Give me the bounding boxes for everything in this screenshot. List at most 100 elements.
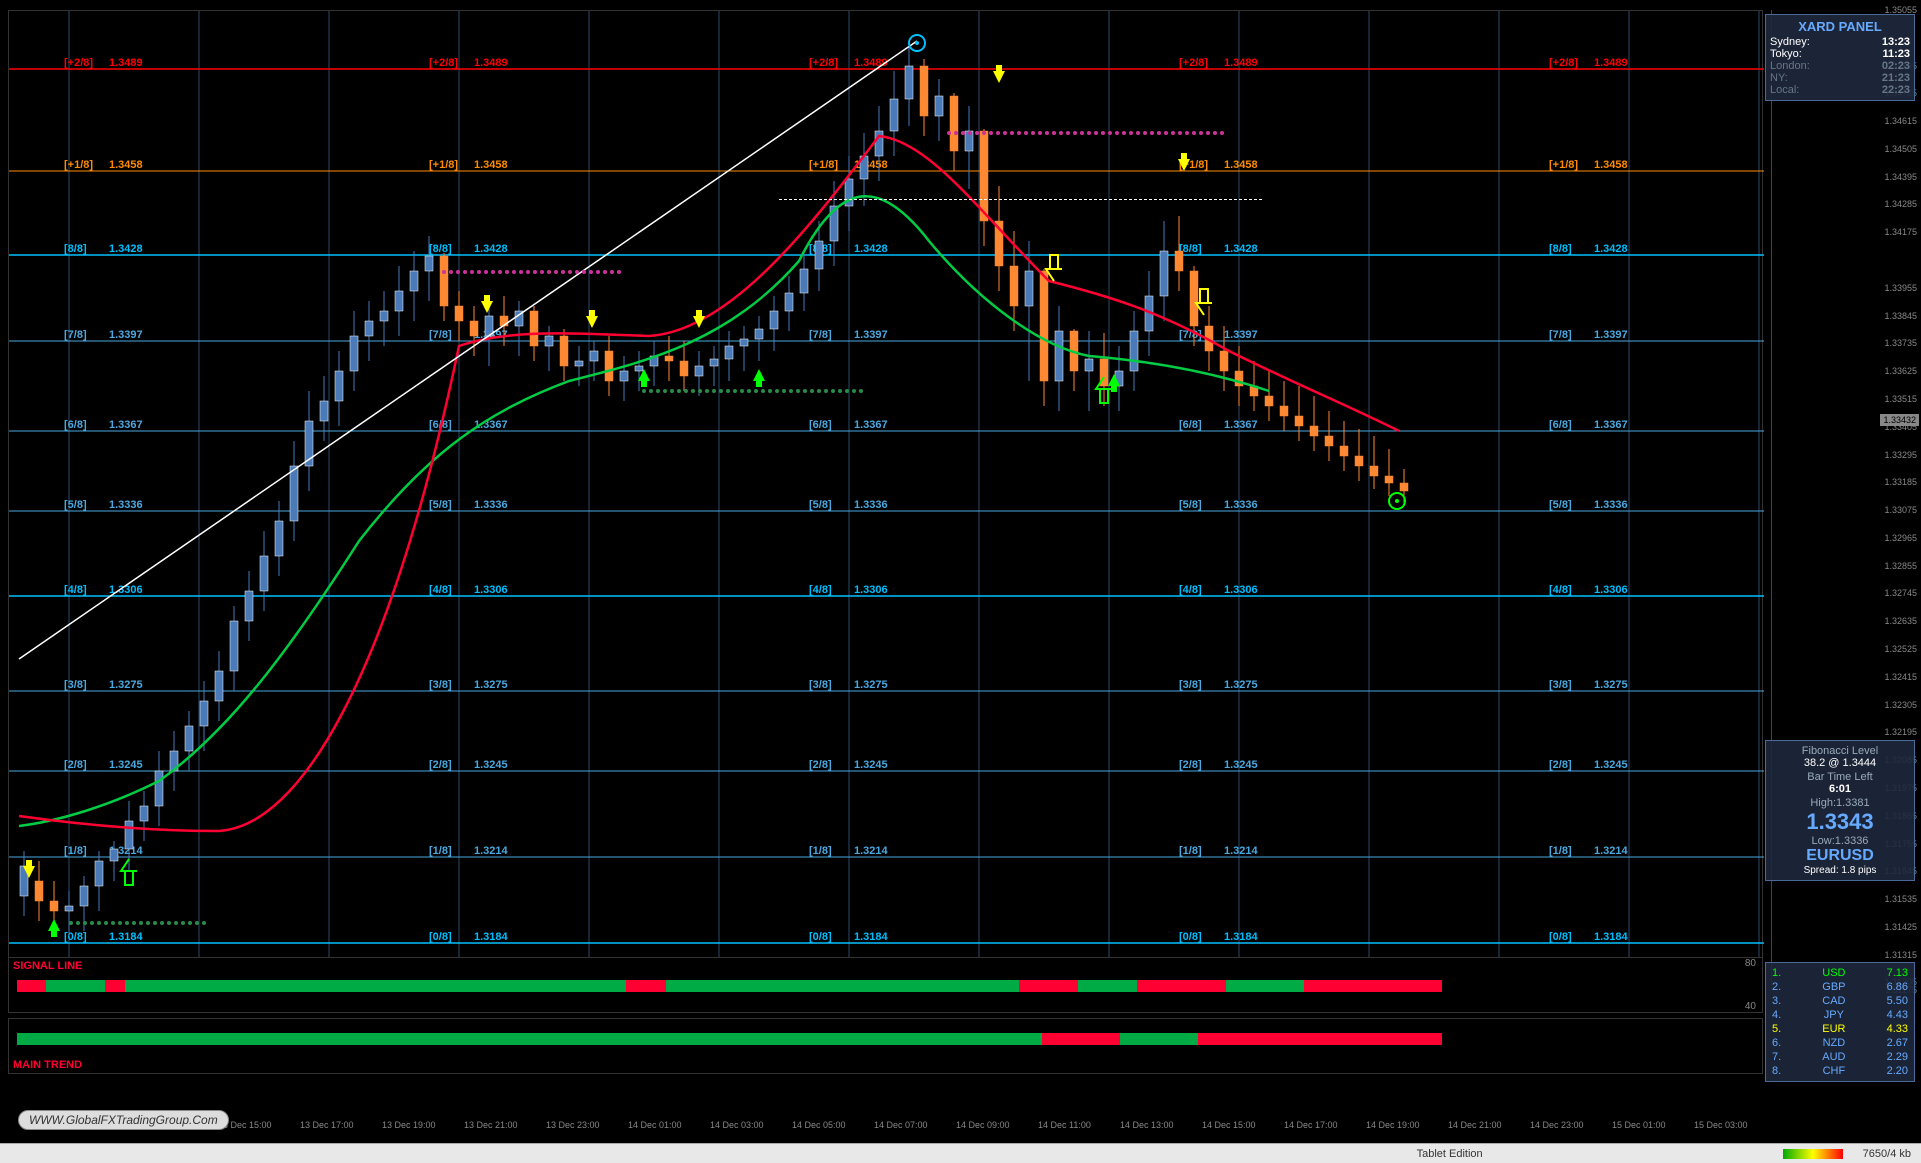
svg-text:[+1/8]: [+1/8] [809,159,838,171]
svg-text:1.3336: 1.3336 [854,499,888,511]
svg-text:[8/8]: [8/8] [64,243,87,255]
svg-text:[+1/8]: [+1/8] [64,159,93,171]
svg-text:1.3397: 1.3397 [1594,329,1628,341]
time-tick: 14 Dec 03:00 [710,1120,764,1130]
svg-text:[5/8]: [5/8] [429,499,452,511]
price-tick: 1.33845 [1884,311,1917,321]
svg-text:[7/8]: [7/8] [64,329,87,341]
price-tick: 1.34175 [1884,227,1917,237]
svg-text:[3/8]: [3/8] [429,679,452,691]
svg-text:1.3275: 1.3275 [1224,679,1258,691]
svg-text:1.3275: 1.3275 [1594,679,1628,691]
svg-text:[7/8]: [7/8] [429,329,452,341]
svg-text:1.3428: 1.3428 [854,243,888,255]
high-label: High:1.3381 [1770,797,1910,809]
svg-text:1.3275: 1.3275 [854,679,888,691]
time-tick: 15 Dec 03:00 [1694,1120,1748,1130]
price-tick: 1.32635 [1884,616,1917,626]
strength-panel: 1.USD7.132.GBP6.863.CAD5.504.JPY4.435.EU… [1765,962,1915,1082]
bar-segment [105,980,125,992]
time-tick: 13 Dec 19:00 [382,1120,436,1130]
svg-text:1.3458: 1.3458 [1224,159,1258,171]
bar-segment [1120,1033,1198,1045]
svg-text:1.3336: 1.3336 [109,499,143,511]
svg-text:1.3397: 1.3397 [109,329,143,341]
svg-text:[3/8]: [3/8] [64,679,87,691]
svg-text:1.3306: 1.3306 [474,584,508,596]
svg-text:[8/8]: [8/8] [429,243,452,255]
svg-text:1.3184: 1.3184 [1594,931,1629,943]
svg-text:1.3489: 1.3489 [474,57,508,69]
time-tick: 14 Dec 11:00 [1038,1120,1091,1130]
status-bar: Tablet Edition 7650/4 kb [0,1143,1921,1163]
svg-text:1.3306: 1.3306 [854,584,888,596]
svg-text:[+1/8]: [+1/8] [429,159,458,171]
svg-text:[4/8]: [4/8] [429,584,452,596]
xard-row: Local:22:23 [1770,84,1910,96]
time-tick: 14 Dec 23:00 [1530,1120,1584,1130]
svg-text:1.3367: 1.3367 [109,419,143,431]
strength-row: 6.NZD2.67 [1772,1036,1908,1050]
svg-text:[7/8]: [7/8] [1549,329,1572,341]
svg-text:[+2/8]: [+2/8] [429,57,458,69]
bar-segment [1226,980,1305,992]
main-chart[interactable]: [+2/8]1.3489[+2/8]1.3489[+2/8]1.3489[+2/… [8,10,1763,990]
price-tick: 1.32965 [1884,533,1917,543]
symbol: EURUSD [1770,847,1910,865]
svg-text:[5/8]: [5/8] [64,499,87,511]
signal-axis-80: 80 [1745,958,1756,969]
price-tick: 1.32195 [1884,727,1917,737]
price-tick: 1.33515 [1884,394,1917,404]
info-panel: Fibonacci Level 38.2 @ 1.3444 Bar Time L… [1765,740,1915,881]
fib-label: Fibonacci Level [1770,745,1910,757]
signal-line-section: SIGNAL LINE 80 40 [8,957,1763,1013]
time-axis: 13 Dec 15:0013 Dec 17:0013 Dec 19:0013 D… [8,1120,1763,1140]
time-tick: 14 Dec 19:00 [1366,1120,1420,1130]
signal-line-label: SIGNAL LINE [13,960,82,972]
svg-text:[4/8]: [4/8] [809,584,832,596]
svg-text:1.3458: 1.3458 [1594,159,1628,171]
spread: Spread: 1.8 pips [1770,865,1910,876]
svg-text:1.3458: 1.3458 [109,159,143,171]
svg-text:1.3245: 1.3245 [1224,759,1258,771]
svg-text:1.3184: 1.3184 [474,931,509,943]
strength-row: 4.JPY4.43 [1772,1008,1908,1022]
svg-text:1.3428: 1.3428 [109,243,143,255]
low-label: Low:1.3336 [1770,835,1910,847]
xard-panel-title: XARD PANEL [1770,19,1910,34]
svg-text:[2/8]: [2/8] [64,759,87,771]
bar-segment [1137,980,1225,992]
svg-text:[2/8]: [2/8] [1549,759,1572,771]
svg-text:[4/8]: [4/8] [1549,584,1572,596]
time-tick: 14 Dec 13:00 [1120,1120,1174,1130]
price-tick: 1.31315 [1884,950,1917,960]
svg-text:1.3306: 1.3306 [1594,584,1628,596]
svg-text:[3/8]: [3/8] [809,679,832,691]
svg-text:1.3458: 1.3458 [474,159,508,171]
time-tick: 13 Dec 17:00 [300,1120,354,1130]
svg-text:[6/8]: [6/8] [1179,419,1202,431]
svg-text:[+2/8]: [+2/8] [1179,57,1208,69]
svg-text:1.3367: 1.3367 [1594,419,1628,431]
bartime-label: Bar Time Left [1770,771,1910,783]
svg-text:[+2/8]: [+2/8] [1549,57,1578,69]
svg-text:1.3275: 1.3275 [109,679,143,691]
svg-text:[1/8]: [1/8] [429,845,452,857]
price-tick: 1.33185 [1884,477,1917,487]
svg-text:1.3336: 1.3336 [1224,499,1258,511]
bar-segment [17,1033,1042,1045]
svg-text:1.3428: 1.3428 [474,243,508,255]
time-tick: 14 Dec 21:00 [1448,1120,1502,1130]
svg-text:1.3336: 1.3336 [1594,499,1628,511]
time-tick: 14 Dec 07:00 [874,1120,928,1130]
price-tick: 1.31425 [1884,922,1917,932]
svg-text:1.3336: 1.3336 [474,499,508,511]
svg-text:1.3184: 1.3184 [854,931,889,943]
xard-row: Tokyo:11:23 [1770,48,1910,60]
svg-text:[1/8]: [1/8] [809,845,832,857]
bar-segment [46,980,105,992]
strength-row: 7.AUD2.29 [1772,1050,1908,1064]
price-tick: 1.33295 [1884,450,1917,460]
svg-text:[2/8]: [2/8] [809,759,832,771]
svg-text:[7/8]: [7/8] [809,329,832,341]
